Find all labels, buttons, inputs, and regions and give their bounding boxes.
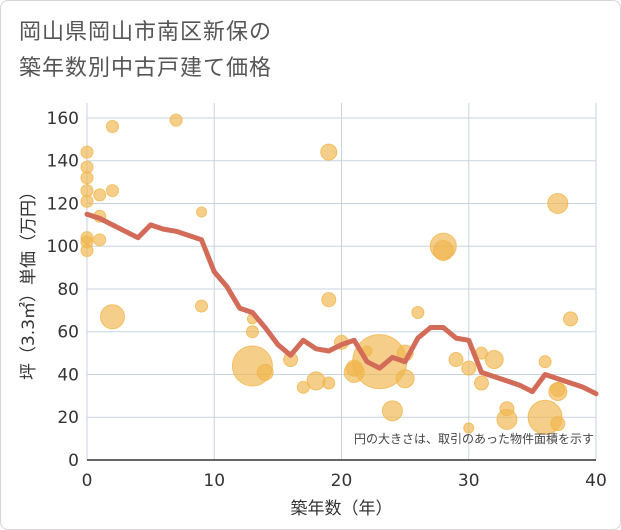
- bubble-point: [448, 352, 464, 368]
- bubble-point: [550, 416, 566, 432]
- bubble-point: [547, 192, 569, 214]
- bubble-point: [322, 376, 336, 390]
- bubble-point: [306, 371, 326, 391]
- x-tick-label: 20: [331, 471, 353, 491]
- chart-title-line-1: 岡山県岡山市南区新保の: [19, 20, 273, 45]
- bubble-point: [563, 311, 579, 327]
- bubble-point: [196, 206, 208, 218]
- bubble-point: [461, 360, 477, 376]
- y-tick-label: 120: [47, 194, 79, 214]
- bubble-point: [496, 408, 518, 430]
- y-tick-label: 140: [47, 152, 79, 172]
- y-tick-label: 0: [68, 451, 79, 471]
- bubble-point: [321, 292, 337, 308]
- bubble-point: [169, 113, 183, 127]
- bubble-point: [195, 299, 209, 313]
- bubble-point: [432, 240, 454, 262]
- bubble-point: [99, 304, 125, 330]
- x-tick-label: 30: [458, 471, 480, 491]
- x-axis-title: 築年数（年）: [291, 499, 393, 519]
- x-tick-label: 10: [203, 471, 225, 491]
- y-tick-label: 100: [47, 237, 79, 257]
- bubble-point: [463, 422, 475, 434]
- bubble-point: [320, 143, 338, 161]
- chart-title-line-2: 築年数別中古戸建て価格: [19, 56, 273, 81]
- bubble-point: [381, 400, 403, 422]
- bubble-point: [80, 194, 94, 208]
- y-tick-label: 40: [57, 365, 79, 385]
- y-tick-label: 20: [57, 408, 79, 428]
- bubble-point: [256, 363, 274, 381]
- x-tick-label: 0: [82, 471, 93, 491]
- bubble-point: [80, 171, 94, 185]
- bubble-point: [80, 244, 94, 258]
- chart-title: 岡山県岡山市南区新保の 築年数別中古戸建て価格: [19, 15, 272, 87]
- y-axis-title: 坪（3.3㎡）単価（万円）: [19, 183, 39, 380]
- trend-line: [84, 211, 599, 397]
- bubble-point: [93, 233, 107, 247]
- bubble-point: [93, 188, 107, 202]
- x-tick-labels: 0 10 20 30 40: [82, 471, 607, 491]
- bubble-point: [395, 369, 415, 389]
- bubble-point: [80, 145, 94, 159]
- x-tick-label: 40: [585, 471, 607, 491]
- y-tick-label: 60: [57, 323, 79, 343]
- bubble-point: [245, 325, 259, 339]
- bubble-point: [105, 120, 119, 134]
- bubble-point: [473, 375, 489, 391]
- bubble-point: [105, 184, 119, 198]
- grid-lines: [86, 103, 597, 460]
- bubble-point: [411, 305, 425, 319]
- y-tick-label: 80: [57, 280, 79, 300]
- bubble-point: [548, 382, 568, 402]
- bubble-point: [484, 350, 504, 370]
- bubble-series: [80, 113, 579, 435]
- y-tick-label: 160: [47, 109, 79, 129]
- bubble-point: [538, 355, 552, 369]
- bubble-size-note: 円の大きさは、取引のあった物件面積を示す: [354, 431, 594, 446]
- y-tick-labels: 0 20 40 60 80 100 120 140 160: [47, 109, 79, 471]
